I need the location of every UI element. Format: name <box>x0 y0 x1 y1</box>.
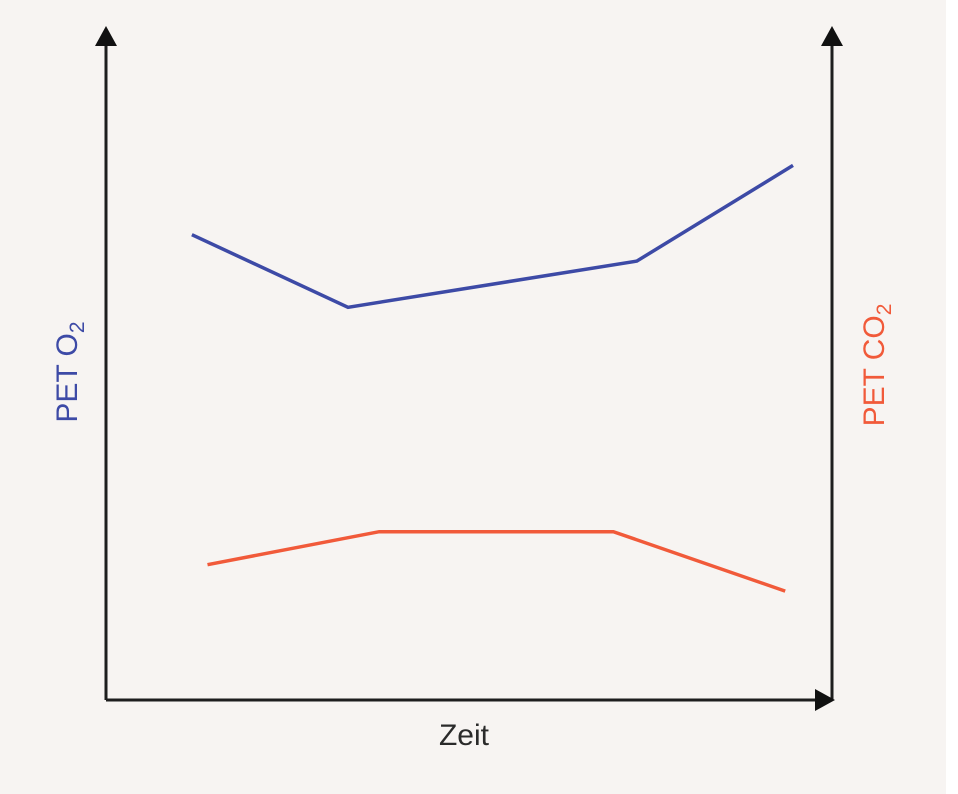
series-layer <box>191 163 794 593</box>
right-axis-label-main: PET CO <box>858 315 891 426</box>
left-axis-label-main: PET O <box>51 333 84 422</box>
left-axis-label: PET O2 <box>51 321 89 422</box>
right-axis-label-subscript: 2 <box>873 304 896 316</box>
x-axis-label: Zeit <box>439 719 490 752</box>
pet-o2-series-line <box>191 163 794 310</box>
left-y-axis-arrow <box>95 26 117 46</box>
left-axis-label-subscript: 2 <box>66 321 89 333</box>
pet-co2-series-line <box>207 529 786 593</box>
x-axis-arrow <box>815 689 835 711</box>
right-axis-label: PET CO2 <box>858 304 896 427</box>
right-y-axis-arrow <box>821 26 843 46</box>
